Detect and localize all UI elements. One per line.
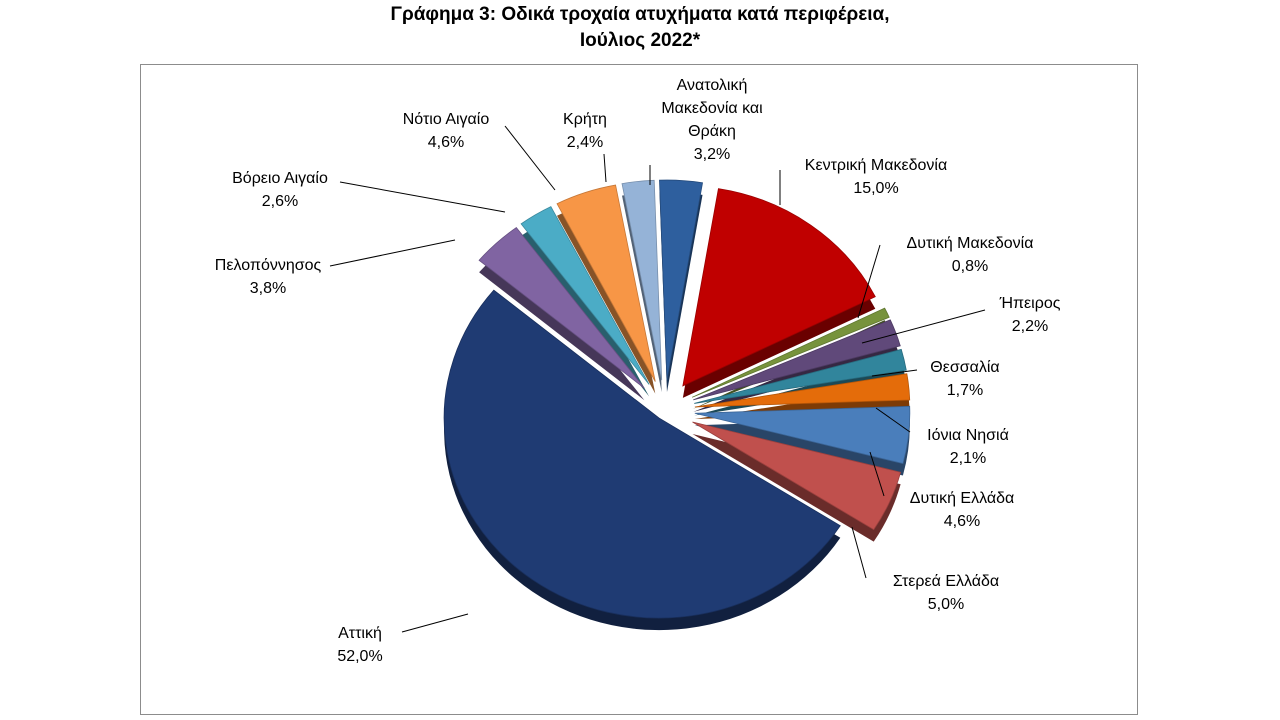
slice-label-0: Ανατολική Μακεδονία και Θράκη 3,2% bbox=[661, 77, 763, 163]
pie-slice-4 bbox=[694, 348, 907, 404]
pie-slice-7 bbox=[692, 421, 902, 531]
slice-label-6: Δυτική Ελλάδα 4,6% bbox=[910, 490, 1015, 530]
pie-slice-0 bbox=[659, 179, 703, 381]
leader-line-8 bbox=[401, 613, 469, 633]
slice-label-9: Πελοπόννησος 3,8% bbox=[215, 257, 322, 297]
leader-line-5 bbox=[875, 407, 911, 433]
leader-line-6 bbox=[869, 451, 885, 497]
pie-slice-9 bbox=[478, 227, 645, 389]
pie-slice-8 bbox=[443, 289, 841, 619]
chart-title-line-1: Γράφημα 3: Οδικά τροχαία ατυχήματα κατά … bbox=[390, 4, 890, 25]
slice-label-5: Ιόνια Νησιά 2,1% bbox=[927, 427, 1009, 467]
slice-top-layer bbox=[443, 179, 911, 619]
pie-slice-3 bbox=[693, 319, 901, 401]
slice-label-2: Δυτική Μακεδονία 0,8% bbox=[907, 235, 1034, 275]
slice-label-4: Θεσσαλία 1,7% bbox=[930, 359, 999, 399]
leader-line-7 bbox=[851, 526, 867, 579]
leader-line-3 bbox=[861, 309, 986, 344]
slice-label-10: Βόρειο Αιγαίο 2,6% bbox=[232, 170, 328, 210]
leader-line-12 bbox=[603, 153, 607, 183]
pie-slice-1 bbox=[682, 188, 876, 387]
chart-title-line-2: Ιούλιος 2022* bbox=[579, 30, 701, 51]
slice-label-11: Νότιο Αιγαίο 4,6% bbox=[403, 111, 490, 151]
slice-label-3: Ήπειρος 2,2% bbox=[999, 295, 1061, 335]
slice-label-8: Αττική 52,0% bbox=[337, 625, 382, 665]
pie-slice-12 bbox=[621, 179, 663, 381]
pie-slice-11 bbox=[556, 184, 656, 382]
slice-label-12: Κρήτη 2,4% bbox=[563, 111, 607, 151]
leader-line-10 bbox=[339, 181, 506, 213]
leader-line-9 bbox=[329, 239, 456, 267]
leader-line-layer bbox=[329, 125, 986, 633]
pie-slice-5 bbox=[694, 373, 911, 408]
slice-label-1: Κεντρική Μακεδονία 15,0% bbox=[805, 157, 947, 197]
slice-label-7: Στερεά Ελλάδα 5,0% bbox=[893, 573, 999, 613]
pie-slice-10 bbox=[520, 206, 650, 385]
leader-line-4 bbox=[871, 369, 918, 377]
leader-line-2 bbox=[857, 244, 881, 319]
pie-slice-2 bbox=[692, 307, 890, 398]
label-layer: Ανατολική Μακεδονία και Θράκη 3,2% Κεντρική … bbox=[215, 77, 1061, 665]
pie-slice-6 bbox=[694, 405, 911, 465]
leader-line-11 bbox=[504, 125, 556, 191]
